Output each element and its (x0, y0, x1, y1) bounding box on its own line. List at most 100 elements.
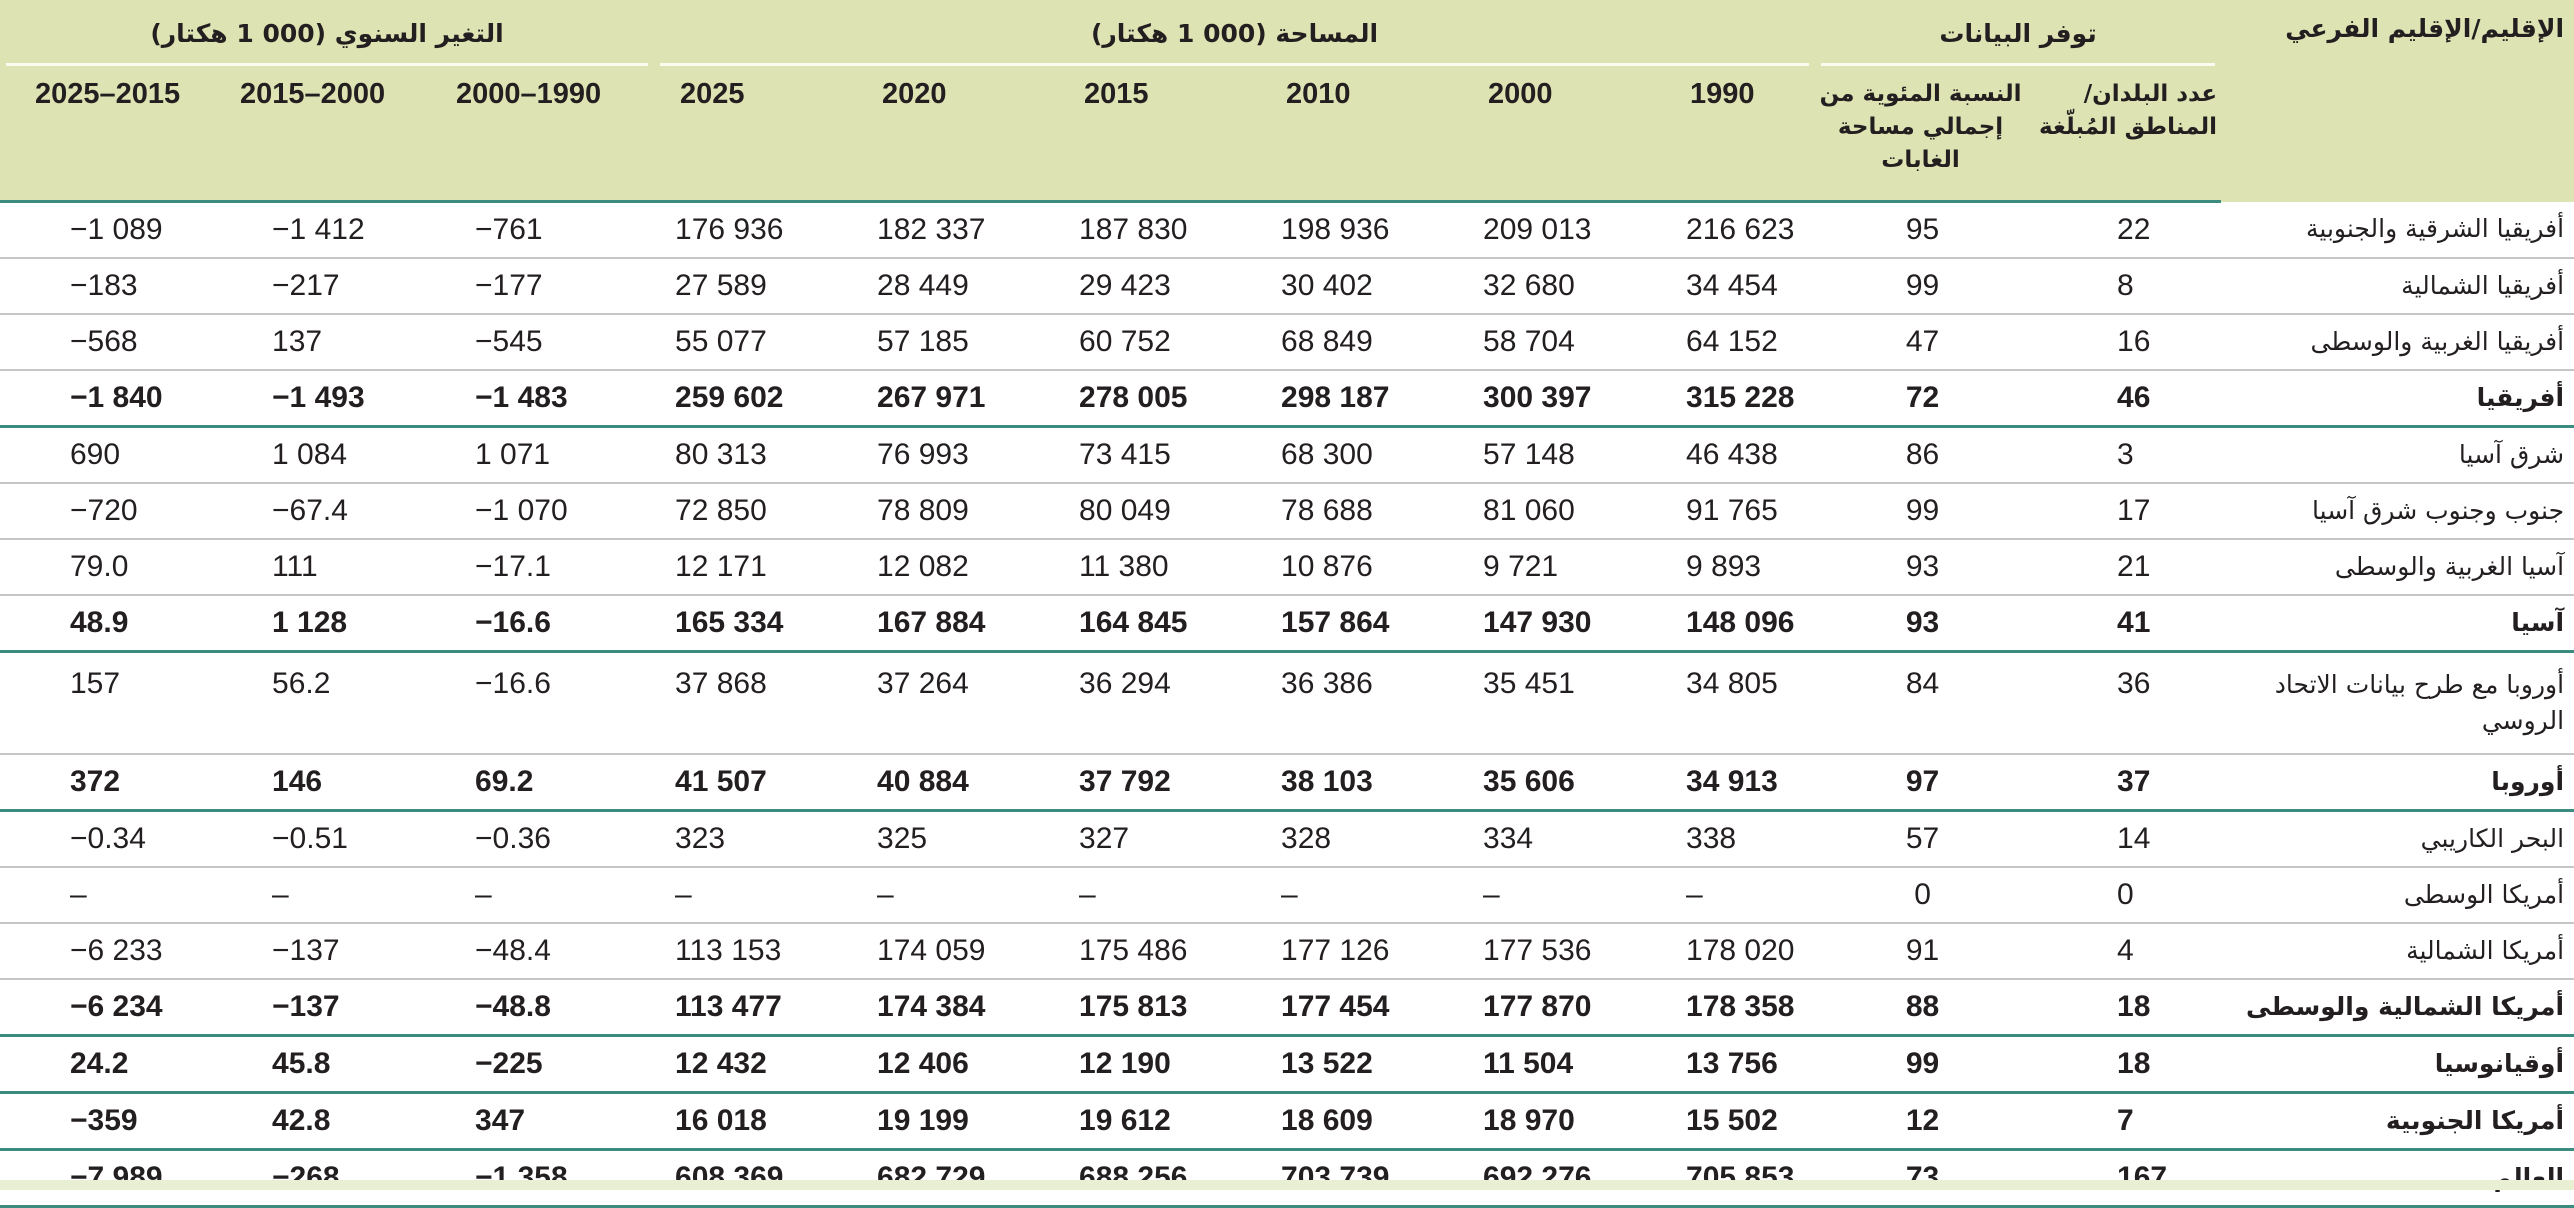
cell-area-2010: 68 300 (1260, 426, 1463, 484)
table-row-total: أوقيانوسيا 18 99 13 756 11 504 13 522 12 190 12… (0, 1035, 2574, 1094)
cell-change-2000-2015: −67.4 (230, 483, 453, 540)
cell-area-2010: 703 739 (1260, 1149, 1463, 1208)
cell-change-2015-2025: −6 233 (0, 923, 231, 980)
cell-change-1990-2000: – (452, 867, 655, 924)
cell-count: 8 (2030, 258, 2222, 315)
table-row: أفريقيا الشرقية والجنوبية 22 95 216 623 209 … (0, 201, 2574, 259)
cell-region: أمريكا الوسطى (2221, 867, 2574, 924)
cell-area-2000: 9 721 (1462, 539, 1665, 596)
cell-change-2015-2025: 48.9 (0, 595, 231, 653)
cell-count: 167 (2030, 1149, 2222, 1208)
cell-area-2000: 18 970 (1462, 1092, 1665, 1151)
cell-area-2025: 113 477 (654, 979, 857, 1037)
cell-area-2020: 182 337 (856, 201, 1059, 259)
cell-count: 22 (2030, 201, 2222, 259)
cell-region: أوروبا (2221, 754, 2574, 812)
header-group-availability: توفر البيانات (1815, 0, 2222, 66)
cell-area-2015: 12 190 (1058, 1035, 1261, 1094)
cell-change-2000-2015: −0.51 (230, 810, 453, 868)
cell-count: 41 (2030, 595, 2222, 653)
cell-area-2015: 36 294 (1058, 651, 1261, 755)
cell-area-2015: 37 792 (1058, 754, 1261, 812)
cell-pct: 95 (1815, 201, 2031, 259)
cell-count: 21 (2030, 539, 2222, 596)
cell-pct: 97 (1815, 754, 2031, 812)
cell-pct: 47 (1815, 314, 2031, 371)
table-row: آسيا الغربية والوسطى 21 93 9 893 9 721 10 876… (0, 539, 2574, 596)
header-group-change: التغير السنوي (000 1 هكتار) (0, 0, 655, 66)
header-period: 2000–1990 (452, 66, 655, 203)
cell-change-2000-2015: 137 (230, 314, 453, 371)
cell-region: شرق آسيا (2221, 426, 2574, 484)
cell-area-1990: 705 853 (1664, 1149, 1816, 1208)
cell-change-1990-2000: −17.1 (452, 539, 655, 596)
cell-area-2020: 57 185 (856, 314, 1059, 371)
cell-change-2000-2015: 1 128 (230, 595, 453, 653)
cell-pct: 99 (1815, 483, 2031, 540)
cell-area-2010: 36 386 (1260, 651, 1463, 755)
cell-change-1990-2000: −16.6 (452, 595, 655, 653)
cell-area-2015: – (1058, 867, 1261, 924)
table-row: أفريقيا الغربية والوسطى 16 47 64 152 58 704 6… (0, 314, 2574, 371)
cell-change-2015-2025: 690 (0, 426, 231, 484)
cell-pct: 12 (1815, 1092, 2031, 1151)
cell-area-2000: 58 704 (1462, 314, 1665, 371)
cell-area-2020: 267 971 (856, 370, 1059, 428)
table-row-total: أفريقيا 46 72 315 228 300 397 298 187 278 005 2… (0, 370, 2574, 428)
cell-pct: 72 (1815, 370, 2031, 428)
header-year: 2015 (1058, 66, 1261, 203)
cell-region: أمريكا الجنوبية (2221, 1092, 2574, 1151)
cell-change-2015-2025: −6 234 (0, 979, 231, 1037)
cell-change-2000-2015: −1 493 (230, 370, 453, 428)
cell-area-2010: 157 864 (1260, 595, 1463, 653)
header-pct: النسبة المئوية من إجمالي مساحة الغابات (1815, 66, 2031, 203)
table-row: أوروبا مع طرح بيانات الاتحاد الروسي 36 84 3… (0, 651, 2574, 755)
cell-pct: 99 (1815, 1035, 2031, 1094)
cell-region: أفريقيا الغربية والوسطى (2221, 314, 2574, 371)
cell-area-1990: 34 454 (1664, 258, 1816, 315)
cell-area-2000: 32 680 (1462, 258, 1665, 315)
cell-area-1990: 13 756 (1664, 1035, 1816, 1094)
cell-count: 3 (2030, 426, 2222, 484)
table-row-total: أمريكا الجنوبية 7 12 15 502 18 970 18 609 19 6… (0, 1092, 2574, 1151)
cell-change-1990-2000: −761 (452, 201, 655, 259)
cell-area-2015: 688 256 (1058, 1149, 1261, 1208)
cell-region: أفريقيا الشرقية والجنوبية (2221, 201, 2574, 259)
cell-change-2015-2025: – (0, 867, 231, 924)
cell-region: أوروبا مع طرح بيانات الاتحاد الروسي (2221, 651, 2574, 755)
cell-area-2025: 55 077 (654, 314, 857, 371)
cell-region: العالم (2221, 1149, 2574, 1208)
header-year: 2025 (654, 66, 857, 203)
cell-area-2000: 209 013 (1462, 201, 1665, 259)
header-year: 1990 (1664, 66, 1816, 203)
cell-area-1990: 9 893 (1664, 539, 1816, 596)
cell-area-2025: 323 (654, 810, 857, 868)
cell-pct: 73 (1815, 1149, 2031, 1208)
cell-area-2000: 300 397 (1462, 370, 1665, 428)
cell-change-2015-2025: −359 (0, 1092, 231, 1151)
cell-change-2015-2025: −183 (0, 258, 231, 315)
footer-strip (0, 1180, 2574, 1190)
cell-area-2010: 78 688 (1260, 483, 1463, 540)
cell-area-1990: 46 438 (1664, 426, 1816, 484)
cell-region: جنوب وجنوب شرق آسيا (2221, 483, 2574, 540)
cell-change-1990-2000: −48.4 (452, 923, 655, 980)
cell-area-1990: 178 358 (1664, 979, 1816, 1037)
cell-area-2010: 30 402 (1260, 258, 1463, 315)
cell-change-2000-2015: 111 (230, 539, 453, 596)
cell-area-2000: 11 504 (1462, 1035, 1665, 1094)
cell-change-1990-2000: −48.8 (452, 979, 655, 1037)
cell-area-2020: 37 264 (856, 651, 1059, 755)
cell-area-2025: 27 589 (654, 258, 857, 315)
cell-region: أفريقيا (2221, 370, 2574, 428)
cell-area-2015: 278 005 (1058, 370, 1261, 428)
cell-change-2015-2025: 79.0 (0, 539, 231, 596)
cell-change-1990-2000: −0.36 (452, 810, 655, 868)
cell-area-2015: 73 415 (1058, 426, 1261, 484)
cell-change-2000-2015: 146 (230, 754, 453, 812)
cell-change-1990-2000: −545 (452, 314, 655, 371)
table-row: أمريكا الشمالية 4 91 178 020 177 536 177 126 1… (0, 923, 2574, 980)
header-period: 2015–2000 (230, 66, 453, 203)
cell-change-1990-2000: 1 071 (452, 426, 655, 484)
header-count: عدد البلدان/المناطق المُبلّغة (2030, 66, 2222, 203)
